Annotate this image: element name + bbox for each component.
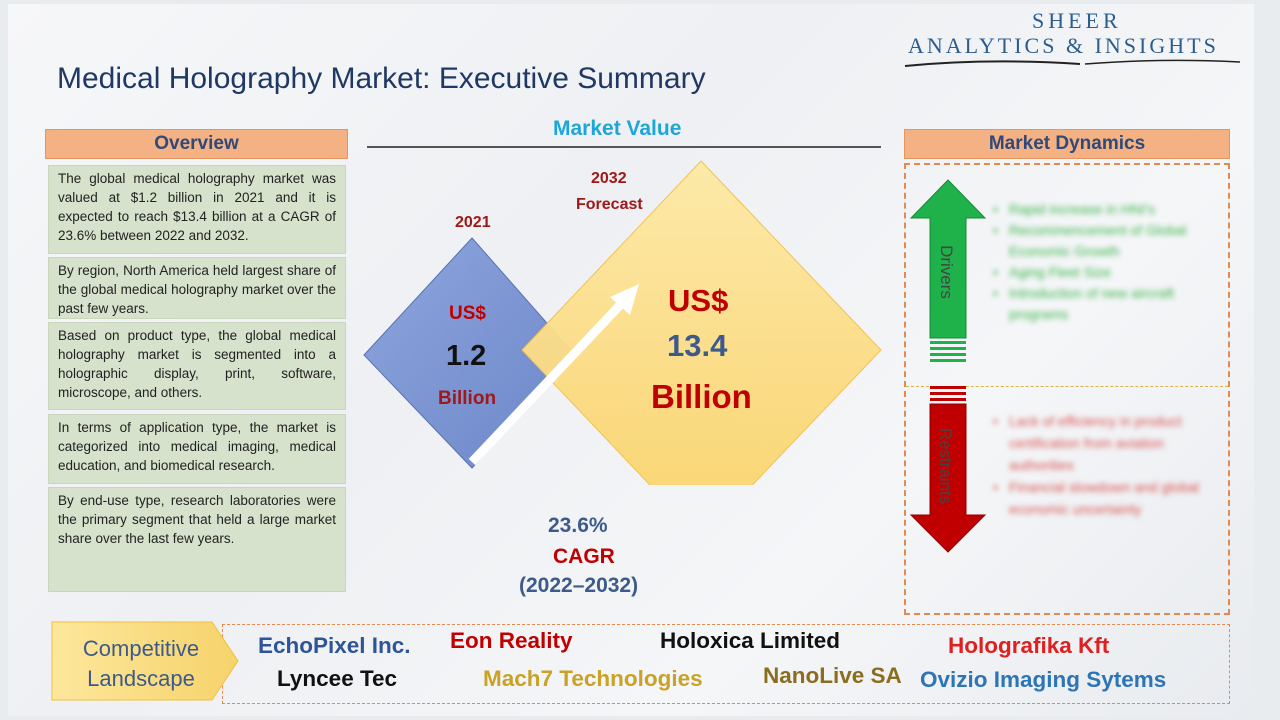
forecast-label: Forecast [576, 196, 643, 213]
page-title: Medical Holography Market: Executive Sum… [57, 62, 706, 95]
value-2032: 13.4 [667, 328, 728, 363]
overview-paragraph-3: Based on product type, the global medica… [48, 322, 346, 410]
cagr-label: CAGR [553, 545, 615, 568]
cagr-period: (2022–2032) [519, 574, 639, 597]
value-2032-unit: Billion [651, 378, 752, 415]
overview-paragraph-5: By end-use type, research laboratories w… [48, 487, 346, 592]
restraints-down-arrow-icon [909, 386, 987, 553]
company-ovizio: Ovizio Imaging Sytems [920, 667, 1167, 692]
competitive-label-line2: Landscape [87, 666, 195, 691]
drivers-up-arrow-icon [909, 179, 987, 362]
overview-paragraph-1: The global medical holography market was… [48, 165, 346, 254]
competitive-label-line1: Competitive [82, 636, 200, 661]
year-2032-label: 2032 [591, 170, 627, 187]
dynamics-arrows [909, 179, 987, 553]
restraint-item: Lack of efficiency in product certificat… [993, 410, 1213, 476]
value-2032-currency: US$ [668, 283, 729, 318]
value-2021-unit: Billion [438, 388, 497, 409]
company-mach7: Mach7 Technologies [483, 666, 703, 691]
value-2021-currency: US$ [449, 303, 486, 324]
logo-line2: ANALYTICS & INSIGHTS [908, 33, 1219, 58]
driver-item: Aging Fleet Size [993, 262, 1213, 283]
restraints-list: Lack of efficiency in product certificat… [993, 410, 1213, 520]
market-value-diamonds [363, 160, 882, 485]
cagr-value: 23.6% [548, 514, 608, 537]
logo-swoosh-icon [904, 59, 1241, 67]
drivers-list: Rapid increase in HNI's Recommencement o… [993, 199, 1213, 325]
driver-item: Rapid increase in HNI's [993, 199, 1213, 220]
market-dynamics-header: Market Dynamics [904, 129, 1230, 159]
restraint-item: Financial slowdown and global economic u… [993, 476, 1213, 520]
diamond-2032 [521, 160, 882, 485]
value-2021: 1.2 [446, 340, 487, 372]
logo-line1: SHEER [1032, 8, 1122, 33]
market-dynamics-divider [906, 386, 1228, 387]
competitive-arrow-icon [51, 621, 239, 701]
restraints-label: Restraints [936, 427, 955, 505]
year-2021-label: 2021 [455, 214, 491, 231]
company-lyncee-tec: Lyncee Tec [277, 666, 398, 691]
company-echopixel: EchoPixel Inc. [258, 633, 411, 658]
company-eon-reality: Eon Reality [450, 628, 573, 653]
drivers-label: Drivers [937, 245, 956, 299]
company-holografika: Holografika Kft [948, 633, 1110, 658]
market-value-divider [367, 146, 881, 148]
growth-arrow-icon [468, 284, 639, 466]
market-dynamics-frame [904, 163, 1230, 615]
overview-header: Overview [45, 129, 348, 159]
company-holoxica: Holoxica Limited [660, 628, 841, 653]
driver-item: Recommencement of Global Economic Growth [993, 220, 1213, 262]
overview-paragraph-2: By region, North America held largest sh… [48, 257, 346, 319]
overview-paragraph-4: In terms of application type, the market… [48, 414, 346, 484]
company-nanolive: NanoLive SA [763, 663, 902, 688]
market-value-header: Market Value [553, 117, 682, 140]
competitive-label: Competitive Landscape [66, 634, 216, 694]
driver-item: Introduction of new aircraft programs [993, 283, 1213, 325]
